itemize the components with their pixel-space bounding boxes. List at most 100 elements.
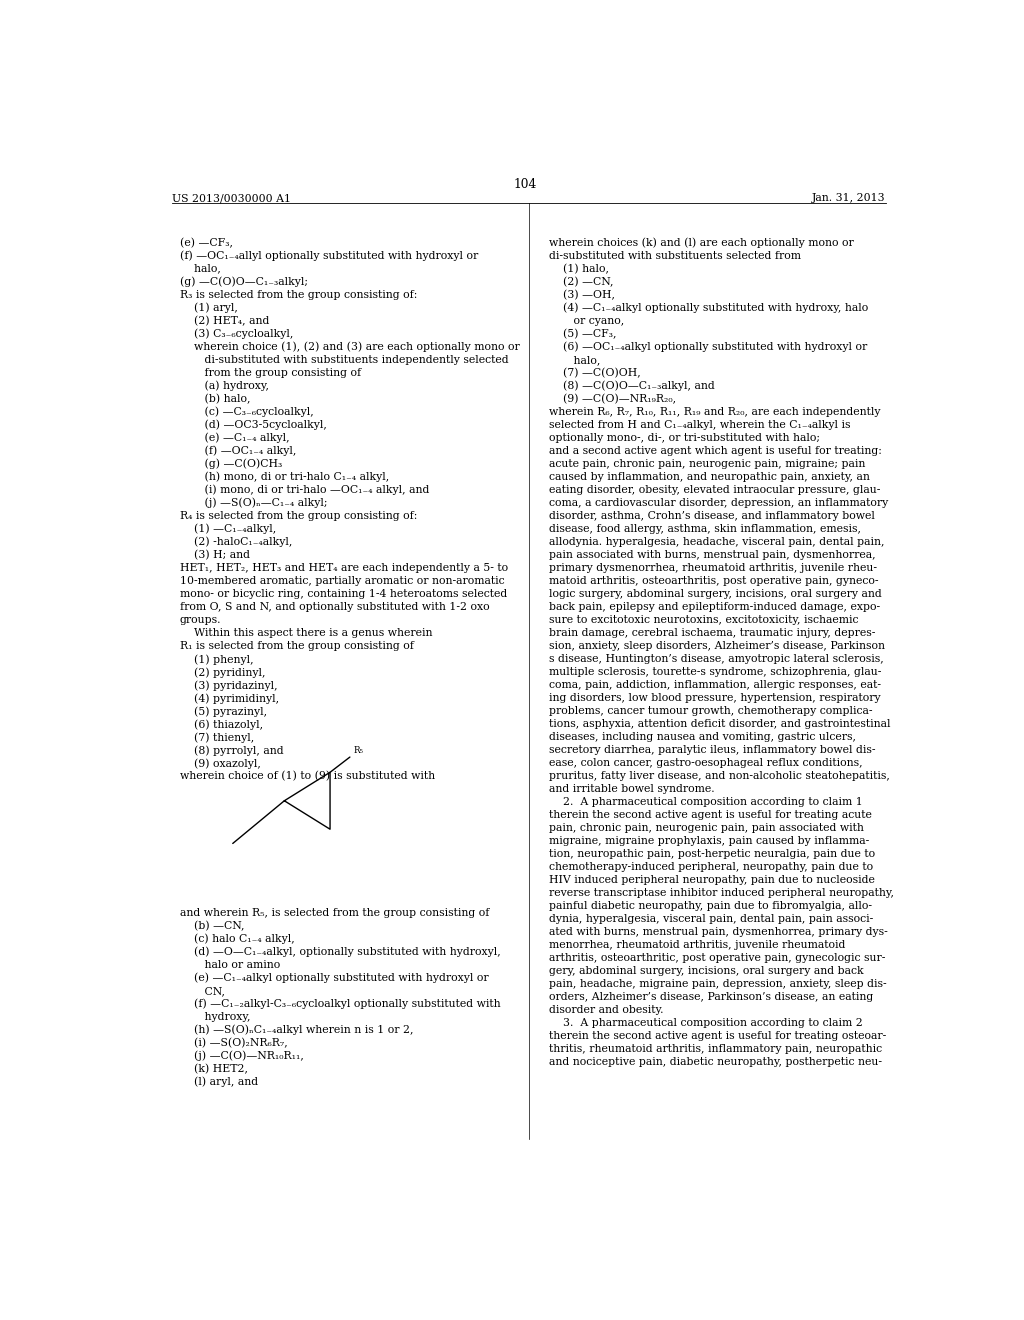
Text: R₅: R₅ bbox=[354, 746, 364, 755]
Text: caused by inflammation, and neuropathic pain, anxiety, an: caused by inflammation, and neuropathic … bbox=[549, 471, 869, 482]
Text: di-substituted with substituents selected from: di-substituted with substituents selecte… bbox=[549, 251, 801, 260]
Text: painful diabetic neuropathy, pain due to fibromyalgia, allo-: painful diabetic neuropathy, pain due to… bbox=[549, 902, 871, 911]
Text: mono- or bicyclic ring, containing 1-4 heteroatoms selected: mono- or bicyclic ring, containing 1-4 h… bbox=[179, 589, 507, 599]
Text: (8) pyrrolyl, and: (8) pyrrolyl, and bbox=[179, 744, 284, 755]
Text: (c) —C₃₋₆cycloalkyl,: (c) —C₃₋₆cycloalkyl, bbox=[179, 407, 313, 417]
Text: ease, colon cancer, gastro-oesophageal reflux conditions,: ease, colon cancer, gastro-oesophageal r… bbox=[549, 758, 862, 768]
Text: (9) —C(O)—NR₁₉R₂₀,: (9) —C(O)—NR₁₉R₂₀, bbox=[549, 393, 676, 404]
Text: logic surgery, abdominal surgery, incisions, oral surgery and: logic surgery, abdominal surgery, incisi… bbox=[549, 589, 882, 599]
Text: tion, neuropathic pain, post-herpetic neuralgia, pain due to: tion, neuropathic pain, post-herpetic ne… bbox=[549, 849, 874, 859]
Text: chemotherapy-induced peripheral, neuropathy, pain due to: chemotherapy-induced peripheral, neuropa… bbox=[549, 862, 872, 873]
Text: (a) hydroxy,: (a) hydroxy, bbox=[179, 380, 268, 391]
Text: pain associated with burns, menstrual pain, dysmenhorrea,: pain associated with burns, menstrual pa… bbox=[549, 550, 876, 560]
Text: (6) —OC₁₋₄alkyl optionally substituted with hydroxyl or: (6) —OC₁₋₄alkyl optionally substituted w… bbox=[549, 342, 867, 352]
Text: tions, asphyxia, attention deficit disorder, and gastrointestinal: tions, asphyxia, attention deficit disor… bbox=[549, 719, 890, 729]
Text: (j) —S(O)ₙ—C₁₋₄ alkyl;: (j) —S(O)ₙ—C₁₋₄ alkyl; bbox=[179, 498, 327, 508]
Text: reverse transcriptase inhibitor induced peripheral neuropathy,: reverse transcriptase inhibitor induced … bbox=[549, 888, 894, 898]
Text: R₃ is selected from the group consisting of:: R₃ is selected from the group consisting… bbox=[179, 289, 417, 300]
Text: (k) HET2,: (k) HET2, bbox=[179, 1064, 248, 1074]
Text: 3.  A pharmaceutical composition according to claim 2: 3. A pharmaceutical composition accordin… bbox=[549, 1018, 862, 1028]
Text: sure to excitotoxic neurotoxins, excitotoxicity, ischaemic: sure to excitotoxic neurotoxins, excitot… bbox=[549, 615, 858, 624]
Text: (h) mono, di or tri-halo C₁₋₄ alkyl,: (h) mono, di or tri-halo C₁₋₄ alkyl, bbox=[179, 471, 389, 482]
Text: HIV induced peripheral neuropathy, pain due to nucleoside: HIV induced peripheral neuropathy, pain … bbox=[549, 875, 874, 886]
Text: (2) -haloC₁₋₄alkyl,: (2) -haloC₁₋₄alkyl, bbox=[179, 537, 292, 548]
Text: and irritable bowel syndrome.: and irritable bowel syndrome. bbox=[549, 784, 714, 795]
Text: (c) halo C₁₋₄ alkyl,: (c) halo C₁₋₄ alkyl, bbox=[179, 933, 294, 944]
Text: selected from H and C₁₋₄alkyl, wherein the C₁₋₄alkyl is: selected from H and C₁₋₄alkyl, wherein t… bbox=[549, 420, 850, 430]
Text: coma, pain, addiction, inflammation, allergic responses, eat-: coma, pain, addiction, inflammation, all… bbox=[549, 680, 881, 690]
Text: gery, abdominal surgery, incisions, oral surgery and back: gery, abdominal surgery, incisions, oral… bbox=[549, 966, 863, 977]
Text: ated with burns, menstrual pain, dysmenhorrea, primary dys-: ated with burns, menstrual pain, dysmenh… bbox=[549, 927, 888, 937]
Text: (1) —C₁₋₄alkyl,: (1) —C₁₋₄alkyl, bbox=[179, 524, 275, 535]
Text: therein the second active agent is useful for treating osteoar-: therein the second active agent is usefu… bbox=[549, 1031, 886, 1041]
Text: (f) —OC₁₋₄ alkyl,: (f) —OC₁₋₄ alkyl, bbox=[179, 446, 296, 457]
Text: problems, cancer tumour growth, chemotherapy complica-: problems, cancer tumour growth, chemothe… bbox=[549, 706, 872, 715]
Text: allodynia. hyperalgesia, headache, visceral pain, dental pain,: allodynia. hyperalgesia, headache, visce… bbox=[549, 537, 884, 546]
Text: (5) —CF₃,: (5) —CF₃, bbox=[549, 329, 616, 339]
Text: and wherein R₅, is selected from the group consisting of: and wherein R₅, is selected from the gro… bbox=[179, 908, 488, 917]
Text: pruritus, fatty liver disease, and non-alcoholic steatohepatitis,: pruritus, fatty liver disease, and non-a… bbox=[549, 771, 890, 781]
Text: (l) aryl, and: (l) aryl, and bbox=[179, 1077, 258, 1088]
Text: matoid arthritis, osteoarthritis, post operative pain, gyneco-: matoid arthritis, osteoarthritis, post o… bbox=[549, 576, 879, 586]
Text: wherein choice (1), (2) and (3) are each optionally mono or: wherein choice (1), (2) and (3) are each… bbox=[179, 342, 519, 352]
Text: Jan. 31, 2013: Jan. 31, 2013 bbox=[812, 193, 886, 203]
Text: (3) —OH,: (3) —OH, bbox=[549, 289, 614, 300]
Text: (e) —C₁₋₄ alkyl,: (e) —C₁₋₄ alkyl, bbox=[179, 433, 289, 444]
Text: R₄ is selected from the group consisting of:: R₄ is selected from the group consisting… bbox=[179, 511, 417, 521]
Text: (4) —C₁₋₄alkyl optionally substituted with hydroxy, halo: (4) —C₁₋₄alkyl optionally substituted wi… bbox=[549, 302, 868, 313]
Text: halo,: halo, bbox=[179, 264, 220, 273]
Text: Within this aspect there is a genus wherein: Within this aspect there is a genus wher… bbox=[179, 628, 432, 638]
Text: (3) pyridazinyl,: (3) pyridazinyl, bbox=[179, 680, 278, 690]
Text: pain, chronic pain, neurogenic pain, pain associated with: pain, chronic pain, neurogenic pain, pai… bbox=[549, 824, 863, 833]
Text: (6) thiazolyl,: (6) thiazolyl, bbox=[179, 719, 263, 730]
Text: dynia, hyperalgesia, visceral pain, dental pain, pain associ-: dynia, hyperalgesia, visceral pain, dent… bbox=[549, 915, 872, 924]
Text: 10-membered aromatic, partially aromatic or non-aromatic: 10-membered aromatic, partially aromatic… bbox=[179, 576, 504, 586]
Text: (3) H; and: (3) H; and bbox=[179, 550, 250, 560]
Text: 2.  A pharmaceutical composition according to claim 1: 2. A pharmaceutical composition accordin… bbox=[549, 797, 862, 807]
Text: (h) —S(O)ₙC₁₋₄alkyl wherein n is 1 or 2,: (h) —S(O)ₙC₁₋₄alkyl wherein n is 1 or 2, bbox=[179, 1024, 413, 1035]
Text: diseases, including nausea and vomiting, gastric ulcers,: diseases, including nausea and vomiting,… bbox=[549, 733, 856, 742]
Text: ing disorders, low blood pressure, hypertension, respiratory: ing disorders, low blood pressure, hyper… bbox=[549, 693, 881, 704]
Text: menorrhea, rheumatoid arthritis, juvenile rheumatoid: menorrhea, rheumatoid arthritis, juvenil… bbox=[549, 940, 845, 950]
Text: wherein choices (k) and (l) are each optionally mono or: wherein choices (k) and (l) are each opt… bbox=[549, 238, 853, 248]
Text: (i) —S(O)₂NR₆R₇,: (i) —S(O)₂NR₆R₇, bbox=[179, 1038, 288, 1048]
Text: (7) —C(O)OH,: (7) —C(O)OH, bbox=[549, 368, 640, 378]
Text: (f) —OC₁₋₄allyl optionally substituted with hydroxyl or: (f) —OC₁₋₄allyl optionally substituted w… bbox=[179, 251, 478, 261]
Text: di-substituted with substituents independently selected: di-substituted with substituents indepen… bbox=[179, 355, 508, 364]
Text: (b) —CN,: (b) —CN, bbox=[179, 921, 244, 931]
Text: (f) —C₁₋₂alkyl-C₃₋₆cycloalkyl optionally substituted with: (f) —C₁₋₂alkyl-C₃₋₆cycloalkyl optionally… bbox=[179, 999, 500, 1010]
Text: from O, S and N, and optionally substituted with 1-2 oxo: from O, S and N, and optionally substitu… bbox=[179, 602, 489, 612]
Text: sion, anxiety, sleep disorders, Alzheimer’s disease, Parkinson: sion, anxiety, sleep disorders, Alzheime… bbox=[549, 642, 885, 651]
Text: from the group consisting of: from the group consisting of bbox=[179, 368, 360, 378]
Text: (e) —C₁₋₄alkyl optionally substituted with hydroxyl or: (e) —C₁₋₄alkyl optionally substituted wi… bbox=[179, 973, 488, 983]
Text: therein the second active agent is useful for treating acute: therein the second active agent is usefu… bbox=[549, 810, 871, 820]
Text: R₁ is selected from the group consisting of: R₁ is selected from the group consisting… bbox=[179, 642, 414, 651]
Text: secretory diarrhea, paralytic ileus, inflammatory bowel dis-: secretory diarrhea, paralytic ileus, inf… bbox=[549, 744, 876, 755]
Text: (1) phenyl,: (1) phenyl, bbox=[179, 653, 253, 664]
Text: (1) halo,: (1) halo, bbox=[549, 264, 608, 275]
Text: (2) pyridinyl,: (2) pyridinyl, bbox=[179, 667, 265, 677]
Text: (e) —CF₃,: (e) —CF₃, bbox=[179, 238, 232, 248]
Text: halo,: halo, bbox=[549, 355, 600, 364]
Text: (1) aryl,: (1) aryl, bbox=[179, 302, 238, 313]
Text: (5) pyrazinyl,: (5) pyrazinyl, bbox=[179, 706, 266, 717]
Text: disease, food allergy, asthma, skin inflammation, emesis,: disease, food allergy, asthma, skin infl… bbox=[549, 524, 860, 533]
Text: and a second active agent which agent is useful for treating:: and a second active agent which agent is… bbox=[549, 446, 882, 455]
Text: primary dysmenorrhea, rheumatoid arthritis, juvenile rheu-: primary dysmenorrhea, rheumatoid arthrit… bbox=[549, 562, 877, 573]
Text: 104: 104 bbox=[513, 178, 537, 191]
Text: (4) pyrimidinyl,: (4) pyrimidinyl, bbox=[179, 693, 279, 704]
Text: (9) oxazolyl,: (9) oxazolyl, bbox=[179, 758, 260, 768]
Text: (7) thienyl,: (7) thienyl, bbox=[179, 733, 254, 743]
Text: eating disorder, obesity, elevated intraocular pressure, glau-: eating disorder, obesity, elevated intra… bbox=[549, 484, 880, 495]
Text: (g) —C(O)O—C₁₋₃alkyl;: (g) —C(O)O—C₁₋₃alkyl; bbox=[179, 277, 307, 288]
Text: back pain, epilepsy and epileptiform-induced damage, expo-: back pain, epilepsy and epileptiform-ind… bbox=[549, 602, 880, 612]
Text: migraine, migraine prophylaxis, pain caused by inflamma-: migraine, migraine prophylaxis, pain cau… bbox=[549, 836, 868, 846]
Text: hydroxy,: hydroxy, bbox=[179, 1011, 250, 1022]
Text: groups.: groups. bbox=[179, 615, 221, 624]
Text: (i) mono, di or tri-halo —OC₁₋₄ alkyl, and: (i) mono, di or tri-halo —OC₁₋₄ alkyl, a… bbox=[179, 484, 429, 495]
Text: HET₁, HET₂, HET₃ and HET₄ are each independently a 5- to: HET₁, HET₂, HET₃ and HET₄ are each indep… bbox=[179, 562, 508, 573]
Text: (d) —O—C₁₋₄alkyl, optionally substituted with hydroxyl,: (d) —O—C₁₋₄alkyl, optionally substituted… bbox=[179, 946, 501, 957]
Text: (2) HET₄, and: (2) HET₄, and bbox=[179, 315, 269, 326]
Text: CN,: CN, bbox=[179, 986, 224, 995]
Text: multiple sclerosis, tourette-s syndrome, schizophrenia, glau-: multiple sclerosis, tourette-s syndrome,… bbox=[549, 667, 881, 677]
